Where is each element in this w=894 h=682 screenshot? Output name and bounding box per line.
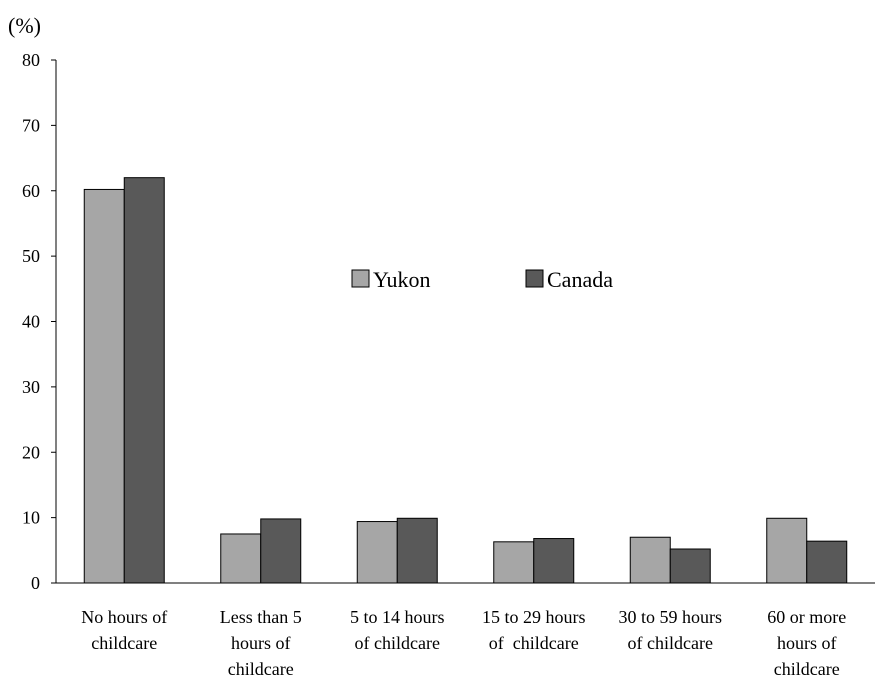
y-tick-label: 70 bbox=[22, 115, 40, 135]
x-category-label: 15 to 29 hours of childcare bbox=[482, 607, 586, 653]
legend-swatch-yukon bbox=[351, 269, 370, 288]
y-tick-label: 40 bbox=[22, 312, 40, 332]
y-axis-ticks: 0 10 20 30 40 50 60 70 80 bbox=[22, 50, 56, 593]
legend: Yukon Canada bbox=[351, 267, 613, 292]
bar-yukon-1 bbox=[83, 188, 125, 584]
y-tick-label: 50 bbox=[22, 246, 40, 266]
bar-yukon-3 bbox=[356, 521, 398, 584]
y-tick-label: 20 bbox=[22, 442, 40, 462]
y-tick-label: 10 bbox=[22, 508, 40, 528]
y-tick-label: 60 bbox=[22, 181, 40, 201]
y-axis-unit-label: (%) bbox=[8, 13, 41, 38]
x-category-label: 60 or more hours of childcare bbox=[767, 607, 846, 679]
x-category-label: No hours of childcare bbox=[81, 607, 167, 653]
y-tick-label: 80 bbox=[22, 50, 40, 70]
bar-canada-5 bbox=[669, 548, 711, 584]
x-category-label: 30 to 59 hours of childcare bbox=[619, 607, 723, 653]
bar-canada-6 bbox=[806, 540, 848, 584]
bar-yukon-4 bbox=[493, 541, 535, 584]
x-axis-category-labels: No hours of childcare Less than 5 hours of c… bbox=[81, 607, 846, 679]
bar-yukon-5 bbox=[629, 536, 671, 584]
x-category-label: Less than 5 hours of childcare bbox=[220, 607, 302, 679]
bar-canada-2 bbox=[260, 518, 302, 584]
bar-yukon-2 bbox=[220, 533, 262, 584]
bar-canada-3 bbox=[396, 517, 438, 584]
y-tick-label: 0 bbox=[31, 573, 40, 593]
legend-swatch-canada bbox=[525, 269, 544, 288]
bar-canada-4 bbox=[533, 538, 575, 584]
x-category-label: 5 to 14 hours of childcare bbox=[350, 607, 445, 653]
bars bbox=[83, 177, 848, 584]
legend-label-canada: Canada bbox=[547, 267, 613, 292]
bar-canada-1 bbox=[123, 177, 165, 584]
bar-yukon-6 bbox=[766, 517, 808, 584]
y-tick-label: 30 bbox=[22, 377, 40, 397]
legend-label-yukon: Yukon bbox=[373, 267, 430, 292]
